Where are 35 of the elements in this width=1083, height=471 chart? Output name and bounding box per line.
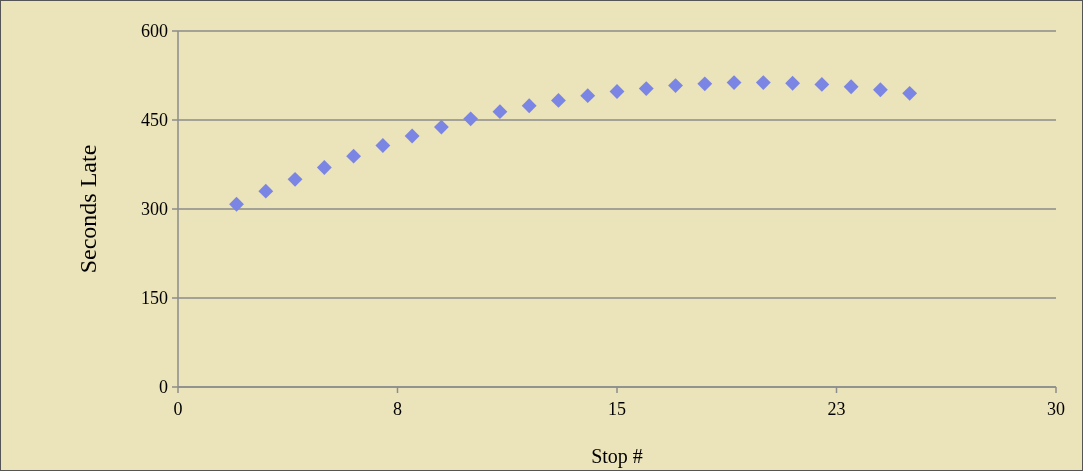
point — [287, 171, 303, 187]
point — [492, 104, 508, 120]
y-tick-label: 0 — [159, 377, 168, 398]
point — [814, 76, 830, 92]
y-tick-label: 600 — [141, 21, 168, 42]
point — [785, 75, 801, 91]
y-axis-title: Seconds Late — [75, 144, 101, 274]
point — [726, 75, 742, 91]
y-tick-label: 450 — [141, 110, 168, 131]
point — [316, 160, 332, 175]
point — [580, 88, 596, 104]
x-tick-label: 8 — [393, 399, 402, 419]
point — [375, 138, 391, 153]
y-tick-label: 150 — [141, 288, 168, 309]
x-tick-label: 30 — [1047, 399, 1065, 419]
point — [521, 98, 537, 114]
point — [902, 85, 918, 101]
point — [346, 148, 362, 164]
point — [463, 111, 479, 127]
point — [404, 128, 420, 144]
point — [843, 79, 859, 95]
point — [697, 76, 713, 92]
point — [258, 183, 274, 199]
x-tick-label: 15 — [608, 399, 626, 419]
point — [638, 81, 654, 96]
point — [433, 119, 449, 135]
point — [668, 78, 683, 93]
x-tick-label: 23 — [827, 399, 846, 419]
point — [755, 75, 771, 91]
point — [551, 93, 566, 108]
point — [229, 196, 244, 212]
point — [872, 82, 888, 98]
y-tick-label: 300 — [141, 199, 168, 220]
x-axis-title: Stop # — [591, 445, 643, 468]
x-tick-label: 0 — [173, 399, 183, 419]
